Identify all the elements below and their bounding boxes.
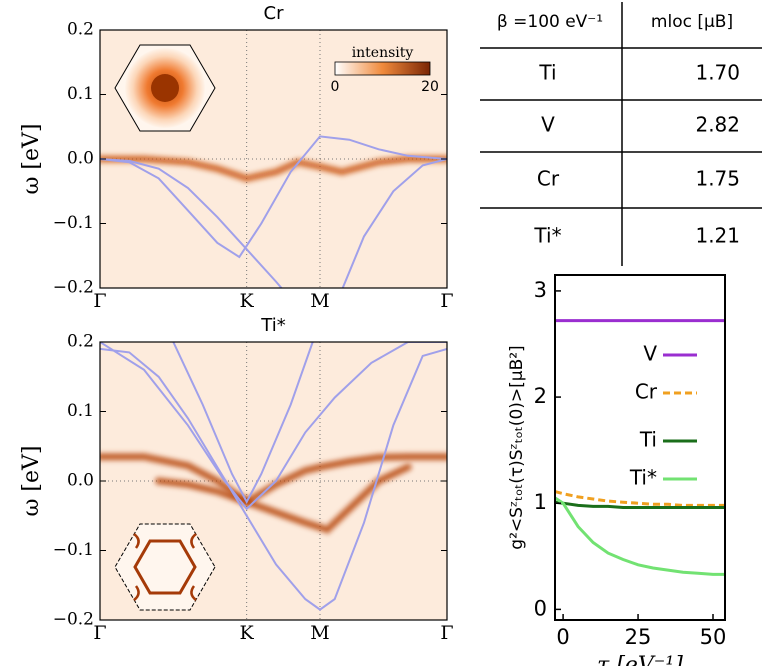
x-tick-label: Γ xyxy=(93,290,106,312)
colorbar xyxy=(334,61,431,76)
y-tick-label: 0.1 xyxy=(67,84,94,104)
y-tick-label: 0 xyxy=(534,596,547,620)
spectral-line xyxy=(100,157,447,181)
plot-clip xyxy=(100,30,447,288)
plot-clip xyxy=(100,342,447,620)
x-tick-label: 0 xyxy=(556,625,569,649)
x-tick-label: Γ xyxy=(93,622,106,644)
panel-moment: 0 25 50 0 1 2 3 τ [eV⁻¹] g²<Sᶻₜₒₜ(τ)Sᶻₜₒₜ(0)>[μB… xyxy=(507,274,727,666)
y-tick-label: 0.2 xyxy=(67,332,94,352)
y-tick-label: −0.1 xyxy=(53,213,94,233)
x-tick-label: Γ xyxy=(440,622,453,644)
table-header: mloc [μB] xyxy=(651,12,733,32)
inset-ti-star xyxy=(114,523,216,611)
y-tick-label: −0.1 xyxy=(53,540,94,560)
table-lines xyxy=(480,2,762,266)
band-line xyxy=(100,158,447,288)
y-tick-label: −0.2 xyxy=(53,278,94,298)
y-tick-label: 2 xyxy=(534,384,547,408)
table-cell: Ti* xyxy=(533,224,561,248)
y-tick-label: 0.1 xyxy=(67,401,94,421)
plot-frame xyxy=(99,341,448,621)
band-line xyxy=(100,342,447,511)
y-tick-label: 1 xyxy=(534,490,547,514)
x-tick-label: 50 xyxy=(700,625,727,649)
colorbar-tick-label: 0 xyxy=(331,79,340,95)
x-tick-label: M xyxy=(310,622,329,644)
y-tick-label: 0.0 xyxy=(67,149,94,169)
y-tick-label: −0.2 xyxy=(53,610,94,630)
chart-title: Cr xyxy=(264,3,285,24)
legend-label: Ti* xyxy=(629,466,657,490)
band-line xyxy=(172,342,314,505)
y-axis-label: g²<Sᶻₜₒₜ(τ)Sᶻₜₒₜ(0)>[μB²] xyxy=(507,345,527,549)
x-axis-label: τ [eV⁻¹] xyxy=(597,653,683,666)
band-line xyxy=(100,347,447,611)
plot-frame xyxy=(99,29,448,289)
x-tick-label: K xyxy=(240,622,255,644)
legend-label: Cr xyxy=(635,380,658,404)
colorbar-tick-label: 20 xyxy=(421,79,439,95)
table: β =100 eV⁻¹ mloc [μB] Ti 1.70 V 2.82 Cr 1.75 Ti*… xyxy=(497,12,740,248)
table-cell: 2.82 xyxy=(695,113,740,137)
table-cell: Ti xyxy=(538,61,556,85)
table-header: β =100 eV⁻¹ xyxy=(497,12,603,32)
table-cell: 1.70 xyxy=(695,61,740,85)
plot-frame xyxy=(554,274,726,621)
y-tick-label: 3 xyxy=(534,278,547,302)
x-tick-label: Γ xyxy=(440,290,453,312)
x-tick-label: K xyxy=(240,290,255,312)
inset-cr xyxy=(114,44,216,132)
legend-label: V xyxy=(643,342,657,366)
y-axis-label: ω [eV] xyxy=(19,123,44,194)
table-cell: 1.75 xyxy=(695,167,740,191)
colorbar-label: intensity xyxy=(352,45,414,61)
chart-title: Ti* xyxy=(260,315,285,336)
x-tick-label: 25 xyxy=(625,625,652,649)
spectral-line xyxy=(156,465,410,532)
legend-label: Ti xyxy=(639,428,657,452)
y-axis-label: ω [eV] xyxy=(19,445,44,516)
band-line xyxy=(100,135,447,259)
y-tick-label: 0.2 xyxy=(67,20,94,40)
table-cell: Cr xyxy=(537,167,560,191)
y-tick-label: 0.0 xyxy=(67,471,94,491)
series-line xyxy=(554,490,725,507)
panel-ti-star: Γ K M Γ−0.2−0.10.00.10.2Ti*ω [eV] xyxy=(19,315,454,644)
table-cell: 1.21 xyxy=(695,224,740,248)
x-tick-label: M xyxy=(310,290,329,312)
series-line xyxy=(554,500,725,509)
table-cell: V xyxy=(541,113,555,137)
series-line xyxy=(554,496,725,576)
